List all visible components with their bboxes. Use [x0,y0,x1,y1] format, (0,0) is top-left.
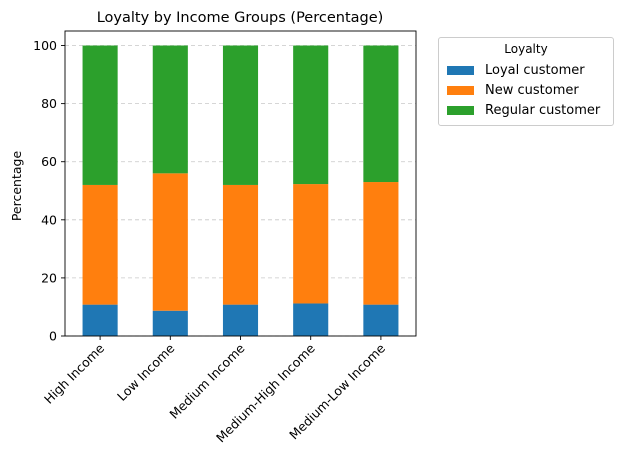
legend-swatch-regular-customer [447,106,474,115]
bar-regular-customer [82,45,118,185]
bar-regular-customer [293,45,329,185]
bar-regular-customer [363,45,399,183]
bar-loyal-customer [293,303,329,336]
y-tick-label: 60 [41,154,57,169]
legend-label-regular-customer: Regular customer [485,103,601,118]
legend-swatch-new-customer [447,86,474,95]
y-tick-label: 100 [33,38,57,53]
bar-loyal-customer [82,304,118,336]
bar-regular-customer [222,45,259,185]
bars [82,45,399,336]
bar-loyal-customer [363,304,399,336]
y-tick-label: 80 [41,96,57,111]
x-tick-label: Medium Income [166,340,248,422]
legend-title: Loyalty [504,42,548,56]
legend-label-new-customer: New customer [485,83,579,98]
legend-swatch-loyal-customer [447,66,474,75]
bar-regular-customer [152,45,188,174]
x-tick-label: High Income [41,340,107,406]
bar-new-customer [222,184,259,305]
legend: Loyalty Loyal customer New customer Regu… [438,37,614,126]
bar-new-customer [363,182,399,305]
bar-new-customer [82,184,118,305]
y-tick-label: 0 [49,329,57,344]
chart-title: Loyalty by Income Groups (Percentage) [97,10,384,26]
bar-loyal-customer [222,304,259,336]
bar-new-customer [152,173,188,311]
y-axis-label: Percentage [9,151,24,222]
bar-new-customer [293,184,329,304]
y-tick-label: 20 [41,270,57,285]
legend-label-loyal-customer: Loyal customer [485,63,585,78]
bar-loyal-customer [152,310,188,336]
y-tick-label: 40 [41,212,57,227]
x-tick-label: Low Income [114,340,178,404]
